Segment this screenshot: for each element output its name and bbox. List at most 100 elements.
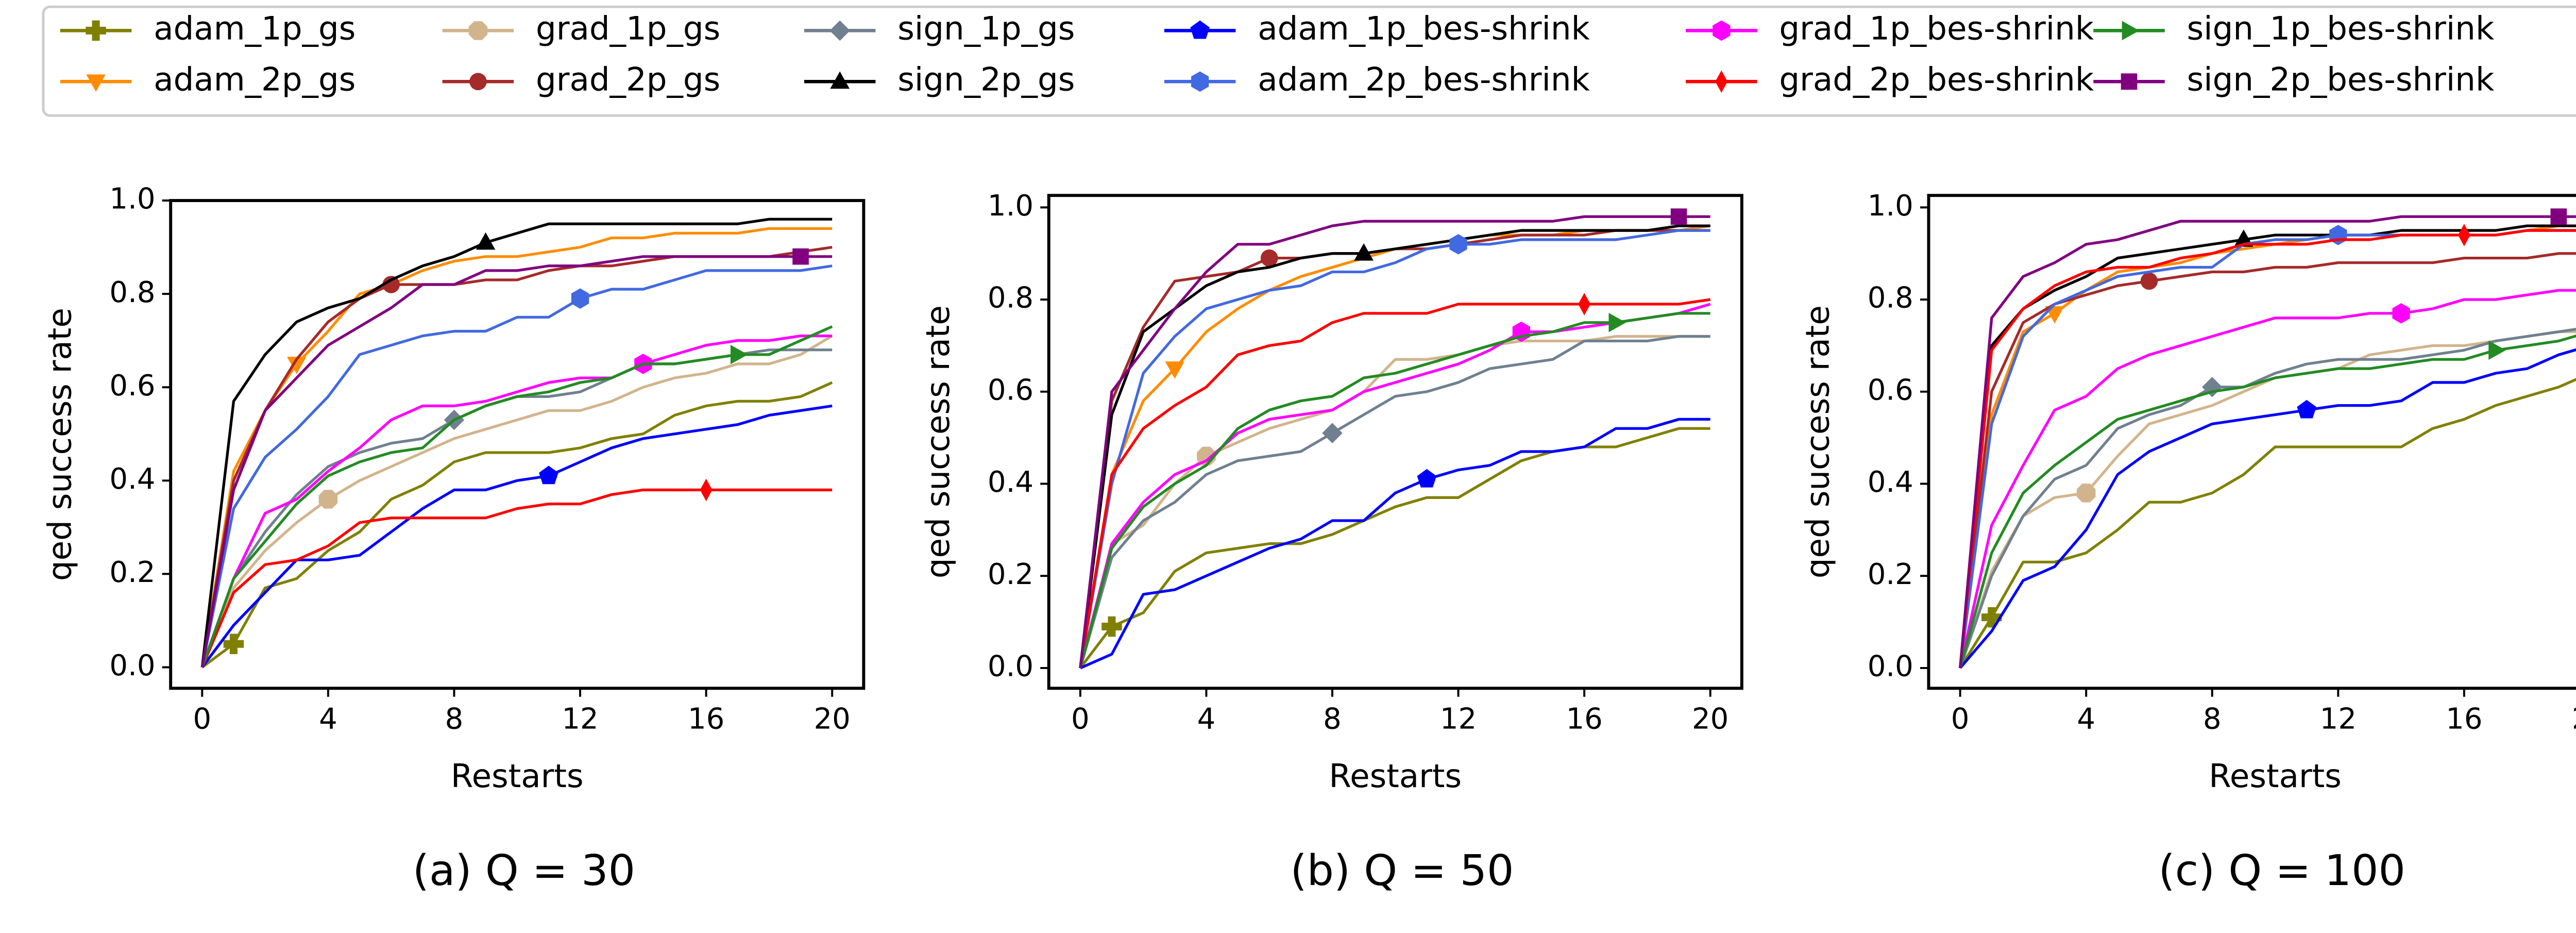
y-tick-label: 0.8	[1868, 281, 1913, 315]
series-line	[1079, 229, 1710, 669]
series-marker	[2458, 224, 2470, 246]
legend-label: adam_1p_bes-shrink	[1258, 9, 1590, 47]
series-marker	[1578, 293, 1590, 315]
legend-marker	[2122, 21, 2140, 41]
legend-label: grad_2p_gs	[536, 60, 720, 98]
series-line	[1079, 335, 1710, 669]
series-line	[1079, 298, 1711, 669]
series-line	[1959, 229, 2576, 669]
series-marker	[1260, 249, 1278, 267]
y-tick-label: 0.4	[1868, 465, 1913, 499]
legend-label: adam_2p_gs	[154, 60, 355, 98]
y-tick-label: 0.8	[109, 276, 155, 309]
series-line	[1959, 224, 2576, 669]
series-marker	[286, 357, 307, 374]
plot-frame	[1927, 194, 2576, 690]
subplot: 0.0 0.2 0.4 0.6 0.8 1.0 0 4 8 12 16 20 Restarts qed s…	[1799, 189, 2576, 895]
series-line	[1959, 348, 2576, 669]
x-axis-label: Restarts	[2209, 757, 2342, 795]
legend-label: grad_2p_bes-shrink	[1779, 60, 2094, 98]
series-line	[200, 488, 833, 668]
series-line	[201, 404, 833, 669]
legend-entry: grad_1p_gs	[442, 9, 720, 47]
legend-entry: sign_1p_bes-shrink	[2093, 9, 2495, 47]
y-tick-label: 1.0	[988, 189, 1033, 223]
y-tick-label: 1.0	[109, 182, 155, 216]
legend-label: adam_1p_gs	[154, 9, 355, 47]
series-line	[200, 218, 833, 668]
y-tick-label: 0.4	[988, 465, 1033, 499]
series-marker	[539, 465, 558, 485]
y-tick-label: 0.2	[109, 556, 155, 589]
legend-marker	[1713, 20, 1731, 41]
legend-marker	[830, 71, 850, 89]
legend-marker	[2121, 73, 2138, 90]
y-tick-label: 0.0	[109, 649, 155, 682]
series-line	[1079, 229, 1710, 669]
x-axis-label: Restarts	[451, 757, 584, 795]
y-axis-label: qed success rate	[41, 308, 78, 581]
series-line	[1959, 215, 2576, 669]
series-line	[200, 255, 833, 668]
series-marker	[1981, 607, 2002, 628]
legend-entry: sign_2p_bes-shrink	[2093, 60, 2495, 98]
series-line	[1079, 427, 1710, 669]
y-axis-label: qed success rate	[919, 305, 957, 578]
legend-entry: sign_1p_gs	[804, 9, 1075, 47]
plot-frame	[169, 199, 866, 690]
series-line	[200, 245, 833, 668]
x-tick-label: 8	[2203, 703, 2222, 736]
legend-box	[42, 5, 2576, 117]
legend-marker	[1190, 20, 1210, 39]
x-tick-label: 8	[445, 703, 464, 736]
legend-marker	[86, 20, 106, 41]
y-tick-label: 0.6	[988, 373, 1033, 407]
series-marker	[2488, 340, 2506, 360]
x-tick-label: 12	[1440, 703, 1477, 736]
x-tick-label: 0	[193, 703, 212, 736]
series-line	[200, 334, 833, 668]
series-marker	[1417, 469, 1437, 488]
series-marker	[223, 634, 244, 655]
y-tick-label: 0.2	[1868, 558, 1913, 591]
series-line	[1959, 378, 2576, 669]
legend-marker	[1191, 71, 1209, 92]
plot-frame	[1047, 194, 1743, 690]
series-marker	[2392, 303, 2410, 324]
series-marker	[382, 276, 400, 293]
series-marker	[476, 232, 496, 250]
series-marker	[1354, 243, 1374, 261]
subplot: 0.0 0.2 0.4 0.6 0.8 1.0 0 4 8 12 16 20 Restarts qed s…	[41, 182, 866, 895]
subplot: 0.0 0.2 0.4 0.6 0.8 1.0 0 4 8 12 16 20 Restarts qed s…	[919, 189, 1743, 895]
legend-label: sign_2p_bes-shrink	[2187, 60, 2495, 98]
series-marker	[1165, 361, 1185, 379]
legend-label: adam_2p_bes-shrink	[1258, 60, 1590, 98]
series-line	[1079, 418, 1710, 670]
y-tick-label: 0.0	[1868, 650, 1913, 684]
legend-label: sign_1p_gs	[897, 9, 1075, 47]
y-tick-label: 0.6	[109, 369, 155, 403]
x-tick-label: 12	[2320, 703, 2357, 736]
x-tick-label: 16	[688, 703, 724, 736]
series-line	[200, 325, 833, 668]
series-line	[200, 264, 833, 668]
legend-label: sign_1p_bes-shrink	[2187, 9, 2495, 47]
legend-marker	[86, 74, 106, 92]
legend-marker	[469, 73, 487, 91]
series-marker	[571, 288, 589, 309]
series-line	[1959, 334, 2576, 669]
series-marker	[1608, 312, 1626, 332]
y-tick-label: 0.6	[1868, 373, 1913, 407]
series-line	[201, 381, 833, 669]
y-tick-label: 0.2	[988, 558, 1033, 591]
y-tick-label: 0.0	[988, 650, 1033, 684]
series-line	[1079, 335, 1710, 669]
legend-entry: adam_1p_gs	[60, 9, 355, 47]
series-line	[1959, 229, 2576, 669]
series-line	[1959, 330, 2576, 669]
series-line	[1079, 303, 1711, 669]
y-axis-label: qed success rate	[1799, 305, 1837, 578]
series-line	[1079, 224, 1710, 669]
series-marker	[2076, 484, 2096, 503]
